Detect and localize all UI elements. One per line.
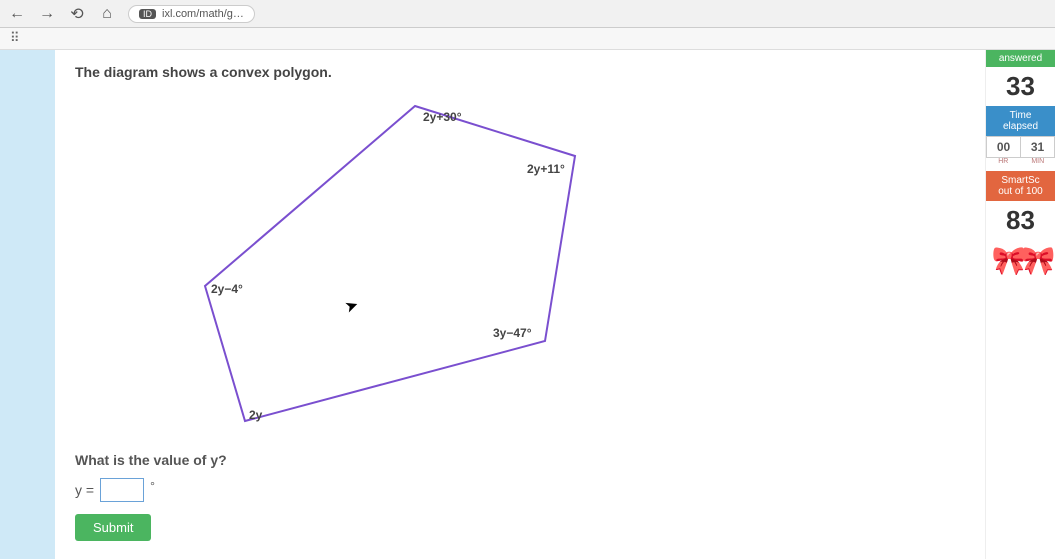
apps-icon[interactable]: ⠿ bbox=[10, 30, 19, 45]
time-min: 31 bbox=[1021, 137, 1054, 157]
angle-label-top: 2y+30° bbox=[423, 110, 462, 124]
address-bar[interactable]: ID ixl.com/math/g… bbox=[128, 5, 255, 23]
angle-label-bright: 3y−47° bbox=[493, 326, 532, 340]
left-rail bbox=[0, 50, 55, 559]
right-rail: answered 33 Time elapsed 00 31 HR MIN Sm… bbox=[985, 50, 1055, 559]
browser-toolbar: ← → ⟲ ⌂ ID ixl.com/math/g… bbox=[0, 0, 1055, 28]
bookmark-bar: ⠿ bbox=[0, 28, 1055, 50]
answer-row: y = ° bbox=[75, 478, 965, 502]
time-hr: 00 bbox=[987, 137, 1021, 157]
angle-label-bottom: 2y bbox=[249, 408, 262, 422]
degree-symbol: ° bbox=[150, 479, 155, 493]
ribbon-red-icon: 🎀 bbox=[992, 245, 1021, 276]
answer-input[interactable] bbox=[100, 478, 144, 502]
problem-prompt: The diagram shows a convex polygon. bbox=[75, 64, 965, 80]
submit-button[interactable]: Submit bbox=[75, 514, 151, 541]
smart-label-2: out of 100 bbox=[986, 186, 1055, 197]
site-badge: ID bbox=[139, 9, 156, 19]
polygon-diagram: 2y+30° 2y+11° 3y−47° 2y 2y−4° ➤ bbox=[115, 86, 675, 446]
reload-button[interactable]: ⟲ bbox=[68, 4, 86, 24]
angle-label-left: 2y−4° bbox=[211, 282, 243, 296]
angle-label-right: 2y+11° bbox=[527, 162, 565, 176]
content: The diagram shows a convex polygon. 2y+3… bbox=[55, 50, 985, 559]
hr-label: HR bbox=[986, 158, 1021, 165]
time-header: Time elapsed bbox=[986, 106, 1055, 136]
time-label-1: Time bbox=[986, 110, 1055, 121]
smartscore-value: 83 bbox=[986, 201, 1055, 240]
answer-prefix: y = bbox=[75, 482, 94, 498]
time-label-2: elapsed bbox=[986, 121, 1055, 132]
pentagon-shape bbox=[205, 106, 575, 421]
back-button[interactable]: ← bbox=[8, 5, 26, 23]
main-area: The diagram shows a convex polygon. 2y+3… bbox=[0, 50, 1055, 559]
time-unit-labels: HR MIN bbox=[986, 158, 1055, 165]
ribbon-blue-icon: 🎀 bbox=[1021, 245, 1050, 276]
forward-button[interactable]: → bbox=[38, 5, 56, 23]
question-text: What is the value of y? bbox=[75, 452, 965, 468]
home-button[interactable]: ⌂ bbox=[98, 5, 116, 23]
polygon-svg bbox=[115, 86, 675, 446]
smartscore-header: SmartSc out of 100 bbox=[986, 171, 1055, 201]
answered-count: 33 bbox=[986, 67, 1055, 106]
url-text: ixl.com/math/g… bbox=[162, 8, 244, 20]
time-cells: 00 31 bbox=[986, 136, 1055, 158]
answered-label: answered bbox=[986, 50, 1055, 67]
min-label: MIN bbox=[1021, 158, 1055, 165]
smart-label-1: SmartSc bbox=[986, 175, 1055, 186]
ribbon-icons: 🎀🎀 bbox=[986, 240, 1055, 277]
